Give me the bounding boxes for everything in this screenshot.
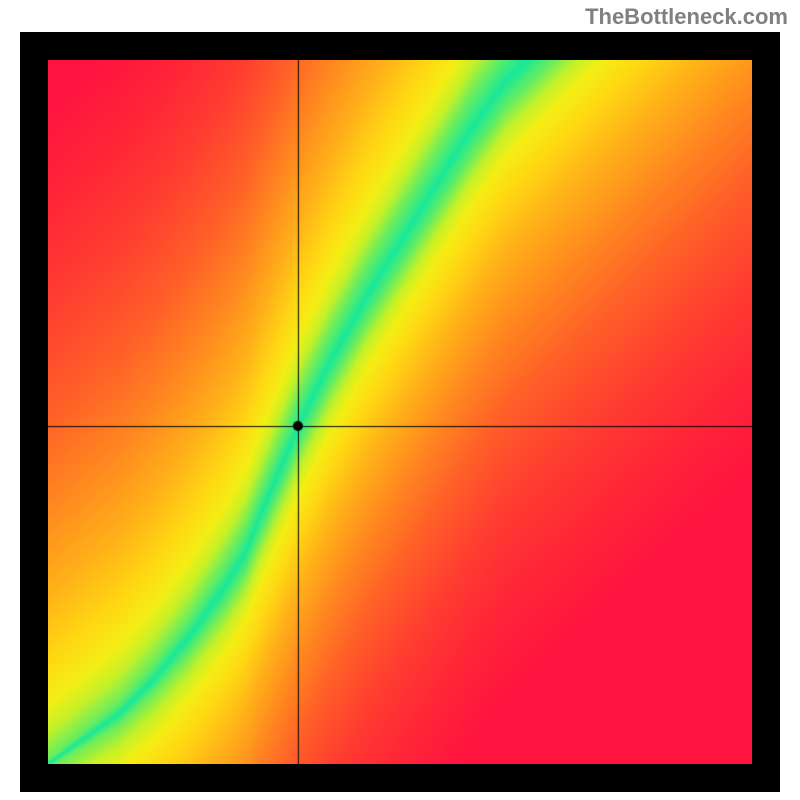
watermark-text: TheBottleneck.com bbox=[585, 4, 788, 30]
crosshair-overlay bbox=[48, 60, 752, 764]
chart-container: TheBottleneck.com bbox=[0, 0, 800, 800]
